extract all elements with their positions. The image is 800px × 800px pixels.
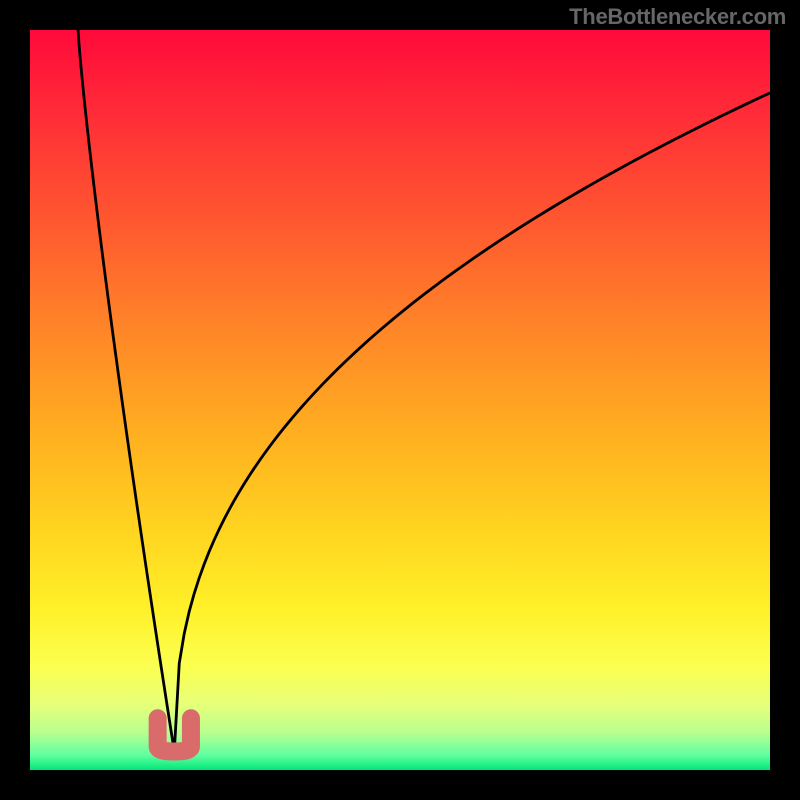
plot-svg [30, 30, 770, 770]
chart-container: TheBottlenecker.com [0, 0, 800, 800]
watermark-text: TheBottlenecker.com [569, 4, 786, 30]
plot-area [30, 30, 770, 770]
